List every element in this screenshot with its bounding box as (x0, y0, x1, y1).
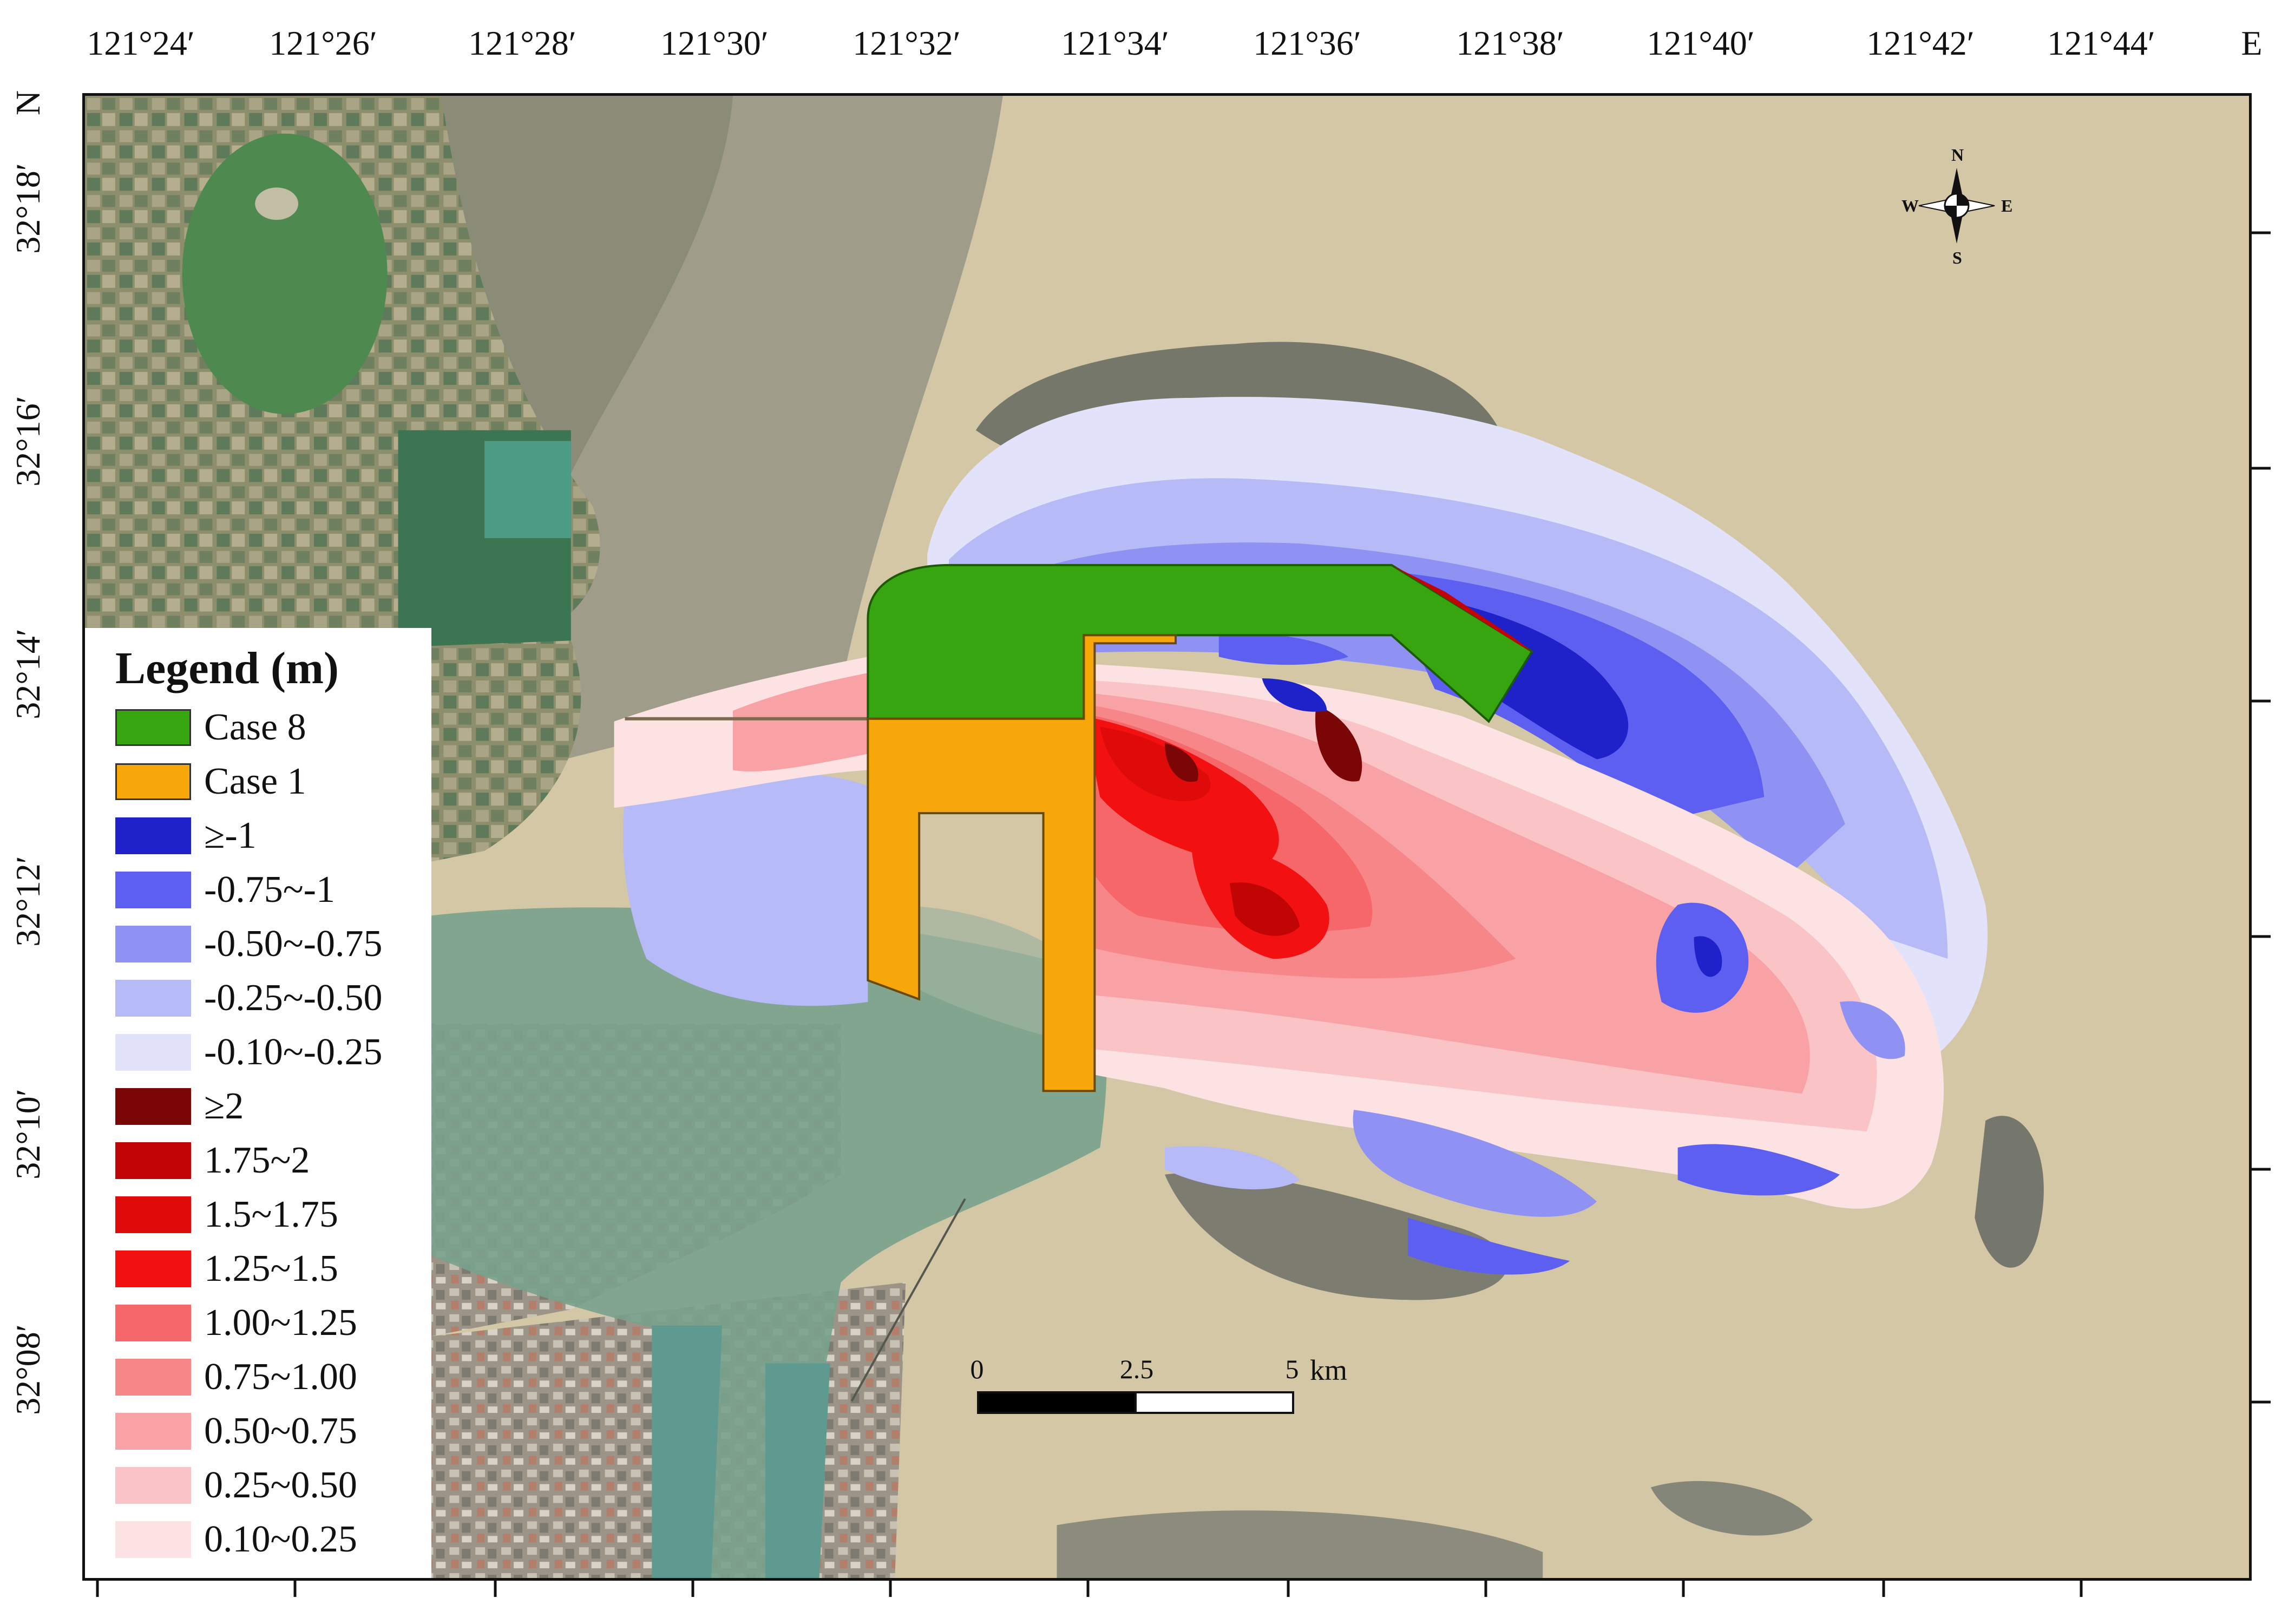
scale-unit: km (1310, 1354, 1348, 1386)
legend-swatch (115, 1467, 191, 1504)
lon-label: 121°44′ (2047, 24, 2155, 62)
legend-swatch (115, 980, 191, 1017)
lat-label: 32°08′ (9, 1324, 47, 1415)
scale-label-end: 5 (1285, 1354, 1299, 1384)
legend-label: 0.50~0.75 (204, 1410, 357, 1452)
lon-label: 121°36′ (1253, 24, 1361, 62)
legend-item: 1.25~1.5 (115, 1242, 431, 1296)
north-label: N (1951, 145, 1964, 165)
lon-label: 121°34′ (1061, 24, 1169, 62)
legend-label: -0.50~-0.75 (204, 923, 383, 965)
change-layer-west (622, 772, 868, 1006)
legend-item: 1.75~2 (115, 1134, 431, 1188)
legend-item: 0.10~0.25 (115, 1512, 431, 1567)
lat-label: 32°18′ (9, 163, 47, 254)
legend-items: Case 8 Case 1 ≥-1 -0.75~-1 -0.50~-0.75 -0.25~… (115, 700, 431, 1567)
legend-label: 0.75~1.00 (204, 1356, 357, 1398)
legend-item: -0.50~-0.75 (115, 917, 431, 971)
legend-label: 1.00~1.25 (204, 1302, 357, 1344)
legend-item: -0.10~-0.25 (115, 1025, 431, 1079)
legend-item: -0.75~-1 (115, 863, 431, 917)
legend-swatch (115, 1413, 191, 1450)
legend-label: Case 1 (204, 761, 306, 802)
north-arrow: N S W E (1901, 145, 2012, 267)
reservoir (182, 133, 388, 414)
map-frame[interactable]: Legend (m) Case 8 Case 1 ≥-1 -0.75~-1 -0.50~… (82, 93, 2252, 1581)
change-layer-pos2 (1165, 743, 1198, 782)
legend-swatch (115, 763, 191, 800)
legend-swatch (115, 1034, 191, 1071)
case-8-footprint (867, 564, 1534, 723)
legend-swatch (115, 1250, 191, 1287)
map-imagery (85, 96, 2249, 1578)
scale-label-0: 0 (970, 1354, 984, 1384)
lat-label: 32°12′ (9, 856, 47, 947)
lon-label: 121°28′ (468, 24, 576, 62)
legend-item: ≥2 (115, 1079, 431, 1134)
legend-label: -0.10~-0.25 (204, 1031, 383, 1073)
legend-swatch (115, 1196, 191, 1233)
legend-label: 1.75~2 (204, 1140, 310, 1181)
legend-label: Case 8 (204, 706, 306, 748)
legend-label: -0.75~-1 (204, 869, 335, 911)
lon-label: 121°24′ (87, 24, 195, 62)
legend-label: 1.5~1.75 (204, 1194, 338, 1235)
legend-label: 0.25~0.50 (204, 1464, 357, 1506)
legend-item: 1.00~1.25 (115, 1296, 431, 1350)
legend-item: 0.75~1.00 (115, 1350, 431, 1404)
legend-swatch (115, 1305, 191, 1341)
legend-title: Legend (m) (115, 643, 339, 693)
change-layer-pos175 (1229, 882, 1300, 936)
lat-label: 32°10′ (9, 1089, 47, 1180)
case-layers (867, 564, 1534, 1092)
legend-label: 0.10~0.25 (204, 1518, 357, 1560)
legend-item: -0.25~-0.50 (115, 971, 431, 1025)
legend-item: 0.25~0.50 (115, 1458, 431, 1512)
south-label: S (1952, 248, 1962, 267)
legend-item: 0.50~0.75 (115, 1404, 431, 1458)
legend-label: ≥-1 (204, 815, 257, 856)
legend-item: ≥-1 (115, 809, 431, 863)
legend-item: Case 8 (115, 700, 431, 755)
legend-swatch (115, 1088, 191, 1125)
lon-label: 121°42′ (1866, 24, 1975, 62)
lat-label-n: N (9, 90, 47, 116)
legend-swatch (115, 926, 191, 962)
legend-swatch (115, 872, 191, 908)
lat-label: 32°14′ (9, 628, 47, 719)
legend-swatch (115, 709, 191, 746)
legend-label: ≥2 (204, 1085, 244, 1127)
legend-label: 1.25~1.5 (204, 1248, 338, 1289)
lon-label: 121°38′ (1456, 24, 1564, 62)
legend-swatch (115, 1521, 191, 1558)
scale-segment-black (977, 1391, 1137, 1414)
legend-item: Case 1 (115, 755, 431, 809)
east-label: E (2001, 196, 2013, 215)
legend-item: 1.5~1.75 (115, 1188, 431, 1242)
legend: Legend (m) Case 8 Case 1 ≥-1 -0.75~-1 -0.50~… (85, 628, 431, 1578)
lon-label-e: E (2241, 24, 2263, 62)
lon-label: 121°32′ (853, 24, 961, 62)
lon-label: 121°30′ (660, 24, 769, 62)
lon-label: 121°26′ (269, 24, 377, 62)
case-1-footprint (867, 634, 1177, 1092)
legend-label: -0.25~-0.50 (204, 977, 383, 1019)
lon-label: 121°40′ (1647, 24, 1755, 62)
legend-swatch (115, 1359, 191, 1396)
scale-label-mid: 2.5 (1119, 1354, 1154, 1384)
compass-icon (1918, 168, 1995, 244)
change-layer-pos150 (1100, 726, 1211, 802)
tidal-channel (430, 907, 1107, 1578)
lat-label: 32°16′ (9, 396, 47, 487)
west-label: W (1901, 196, 1919, 215)
tidal-flat-east (1975, 1116, 2044, 1268)
legend-swatch (115, 1142, 191, 1179)
scale-bar: 0 2.5 5 km (896, 1353, 1347, 1424)
legend-swatch (115, 817, 191, 854)
scale-segment-white (1135, 1391, 1294, 1414)
